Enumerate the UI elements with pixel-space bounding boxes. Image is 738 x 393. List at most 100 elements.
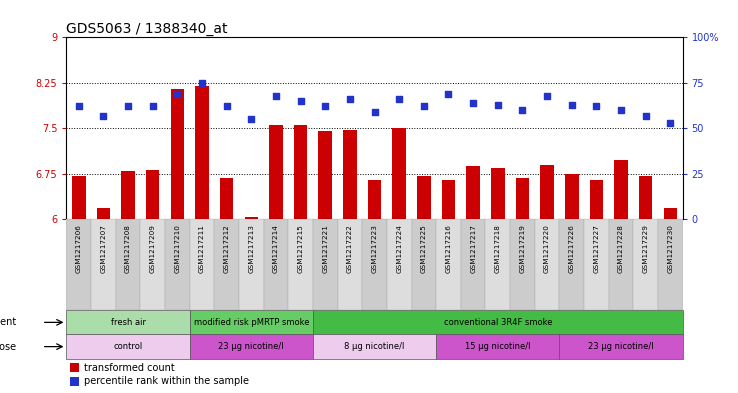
Point: [467, 100, 479, 106]
Bar: [565, 174, 579, 219]
Text: GSM1217224: GSM1217224: [396, 224, 402, 273]
Bar: [190, 219, 214, 310]
Text: 23 μg nicotine/l: 23 μg nicotine/l: [218, 342, 284, 351]
Bar: [614, 160, 628, 219]
Bar: [436, 334, 559, 359]
Bar: [69, 377, 80, 386]
Bar: [417, 176, 430, 219]
Text: GSM1217230: GSM1217230: [667, 224, 673, 273]
Text: GSM1217220: GSM1217220: [544, 224, 550, 273]
Bar: [362, 219, 387, 310]
Bar: [343, 130, 356, 219]
Text: modified risk pMRTP smoke: modified risk pMRTP smoke: [193, 318, 309, 327]
Bar: [663, 208, 677, 219]
Text: GSM1217211: GSM1217211: [199, 224, 205, 273]
Point: [443, 91, 455, 97]
Text: GSM1217217: GSM1217217: [470, 224, 476, 273]
Bar: [214, 219, 239, 310]
Bar: [584, 219, 609, 310]
Text: 8 μg nicotine/l: 8 μg nicotine/l: [345, 342, 404, 351]
Bar: [69, 363, 80, 373]
Bar: [66, 219, 91, 310]
Point: [171, 91, 183, 97]
Text: dose: dose: [0, 342, 17, 352]
Text: conventional 3R4F smoke: conventional 3R4F smoke: [444, 318, 552, 327]
Bar: [491, 168, 505, 219]
Bar: [313, 219, 337, 310]
Text: GSM1217210: GSM1217210: [174, 224, 180, 273]
Bar: [239, 219, 263, 310]
Bar: [559, 219, 584, 310]
Bar: [121, 171, 135, 219]
Bar: [319, 131, 332, 219]
Text: GSM1217226: GSM1217226: [569, 224, 575, 273]
Point: [221, 103, 232, 110]
Point: [368, 109, 381, 115]
Point: [245, 116, 257, 122]
Point: [590, 103, 602, 110]
Text: GSM1217213: GSM1217213: [248, 224, 255, 273]
Bar: [263, 219, 289, 310]
Text: GSM1217229: GSM1217229: [643, 224, 649, 273]
Text: GSM1217216: GSM1217216: [446, 224, 452, 273]
Bar: [516, 178, 529, 219]
Bar: [486, 219, 510, 310]
Text: GSM1217209: GSM1217209: [150, 224, 156, 273]
Text: GSM1217212: GSM1217212: [224, 224, 230, 273]
Point: [73, 103, 85, 110]
Point: [320, 103, 331, 110]
Text: GDS5063 / 1388340_at: GDS5063 / 1388340_at: [66, 22, 228, 36]
Bar: [313, 310, 683, 334]
Text: GSM1217225: GSM1217225: [421, 224, 427, 273]
Point: [123, 103, 134, 110]
Text: GSM1217215: GSM1217215: [297, 224, 303, 273]
Text: GSM1217223: GSM1217223: [371, 224, 378, 273]
Bar: [170, 89, 184, 219]
Point: [344, 96, 356, 102]
Bar: [461, 219, 486, 310]
Bar: [244, 217, 258, 219]
Bar: [590, 180, 603, 219]
Point: [270, 92, 282, 99]
Bar: [190, 310, 313, 334]
Bar: [466, 166, 480, 219]
Point: [492, 101, 503, 108]
Text: 15 μg nicotine/l: 15 μg nicotine/l: [465, 342, 531, 351]
Point: [615, 107, 627, 113]
Point: [418, 103, 430, 110]
Bar: [436, 219, 461, 310]
Text: agent: agent: [0, 318, 17, 327]
Bar: [609, 219, 633, 310]
Bar: [66, 310, 190, 334]
Text: fresh air: fresh air: [111, 318, 145, 327]
Text: GSM1217218: GSM1217218: [494, 224, 501, 273]
Text: GSM1217208: GSM1217208: [125, 224, 131, 273]
Bar: [442, 180, 455, 219]
Bar: [368, 180, 382, 219]
Bar: [196, 86, 209, 219]
Bar: [633, 219, 658, 310]
Point: [393, 96, 405, 102]
Point: [97, 112, 109, 119]
Bar: [66, 334, 190, 359]
Text: 23 μg nicotine/l: 23 μg nicotine/l: [588, 342, 654, 351]
Point: [664, 120, 676, 126]
Bar: [91, 219, 116, 310]
Text: control: control: [114, 342, 142, 351]
Bar: [269, 125, 283, 219]
Bar: [337, 219, 362, 310]
Bar: [313, 334, 436, 359]
Text: GSM1217222: GSM1217222: [347, 224, 353, 273]
Text: percentile rank within the sample: percentile rank within the sample: [83, 376, 249, 386]
Bar: [535, 219, 559, 310]
Bar: [294, 125, 307, 219]
Point: [566, 101, 578, 108]
Bar: [72, 176, 86, 219]
Text: GSM1217206: GSM1217206: [76, 224, 82, 273]
Text: transformed count: transformed count: [83, 363, 174, 373]
Point: [294, 98, 306, 104]
Text: GSM1217221: GSM1217221: [323, 224, 328, 273]
Point: [196, 80, 208, 86]
Text: GSM1217228: GSM1217228: [618, 224, 624, 273]
Bar: [97, 208, 110, 219]
